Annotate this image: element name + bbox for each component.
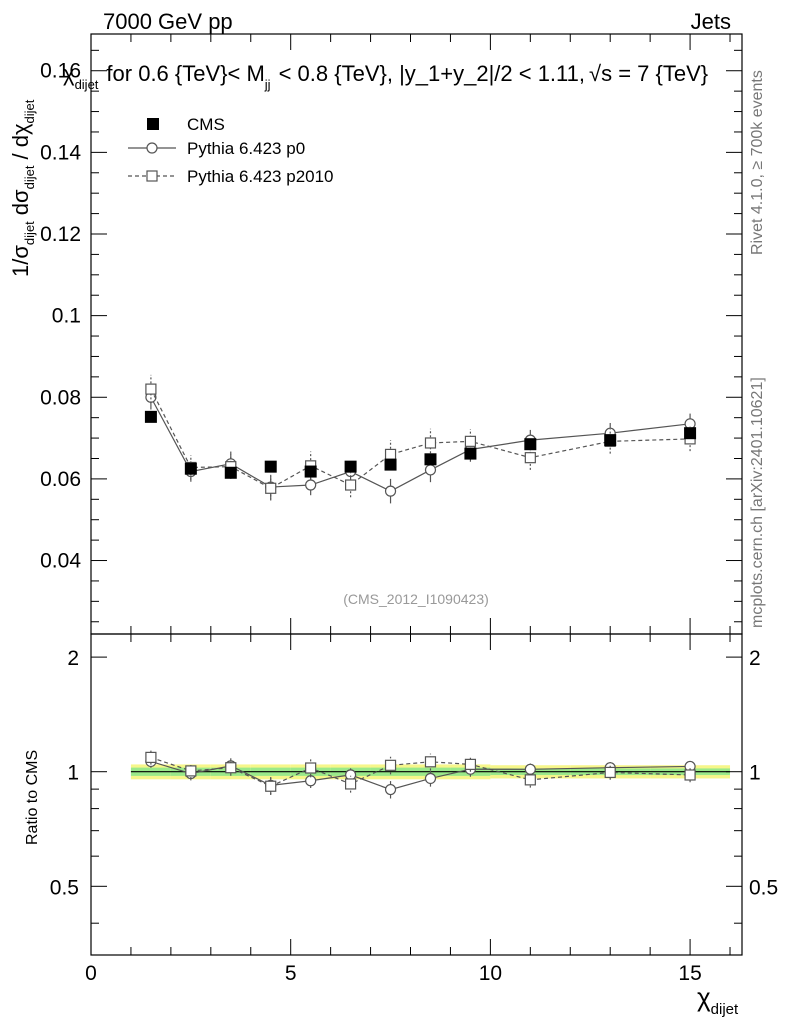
data-point-p2010	[384, 448, 397, 461]
y-tick-label: 0.16	[40, 60, 81, 83]
y-tick-label: 0.1	[52, 305, 81, 328]
data-point-cms	[604, 434, 617, 447]
data-point-p2010	[145, 383, 157, 395]
ratio-y-tick-label-right: 0.5	[749, 876, 778, 899]
ratio-point-p2010	[305, 762, 317, 774]
x-tick-label: 15	[678, 962, 701, 985]
data-point-cms	[684, 427, 697, 440]
legend-cms-label: CMS	[187, 115, 225, 134]
data-point-p0	[424, 464, 437, 476]
legend-p2010-label: Pythia 6.423 p2010	[187, 167, 334, 186]
ratio-point-p2010	[424, 756, 437, 768]
y-axis-label: 1/σdijetdσdijet/ dχdijet	[8, 99, 37, 277]
legend-p2010-marker	[146, 170, 158, 182]
series-line-p0	[150, 396, 691, 492]
ratio-point-p0	[384, 783, 397, 796]
ratio-point-p2010	[225, 762, 237, 774]
chart-marks: 0 5 10 15 0.04 0.06 0.08 0.1 0.12 0.14 0.16 0.5 0.5 1…	[40, 33, 778, 985]
data-point-cms	[384, 458, 397, 471]
ratio-y-tick-label: 2	[67, 647, 79, 670]
x-axis-label: χdijet	[697, 982, 739, 1018]
ratio-point-p2010	[145, 751, 157, 763]
y-tick-label: 0.14	[40, 141, 81, 164]
data-point-p2010	[424, 437, 437, 449]
svg-text:1/σdijetdσdijet/ dχdijet: 1/σdijetdσdijet/ dχdijet	[8, 99, 37, 277]
data-point-cms	[524, 438, 537, 451]
data-point-cms	[144, 410, 157, 423]
y-tick-label: 0.04	[40, 550, 81, 573]
data-point-p0	[384, 485, 397, 497]
ratio-y-tick-label-right: 2	[749, 647, 761, 670]
ratio-point-p2010	[684, 769, 696, 781]
data-point-cms	[464, 447, 477, 460]
ratio-point-p2010	[524, 774, 536, 786]
ratio-point-p0	[424, 772, 437, 785]
ratio-line-p0	[150, 760, 691, 791]
mcplots-label: mcplots.cern.ch [arXiv:2401.10621]	[749, 377, 766, 628]
ratio-point-p2010	[265, 780, 277, 792]
data-point-cms	[184, 462, 197, 475]
data-point-p0	[305, 479, 317, 491]
legend-cms-marker	[147, 118, 159, 130]
data-point-cms	[344, 460, 357, 473]
header-left: 7000 GeV pp	[103, 9, 233, 34]
legend-p0-label: Pythia 6.423 p0	[187, 139, 305, 158]
analysis-watermark: (CMS_2012_I1090423)	[343, 591, 489, 607]
ratio-y-tick-label: 1	[67, 762, 79, 785]
ratio-point-p0	[524, 763, 536, 775]
ratio-y-tick-label-right: 1	[749, 762, 761, 785]
ratio-y-tick-label: 0.5	[50, 876, 79, 899]
data-point-p2010	[524, 452, 536, 464]
header-right: Jets	[691, 9, 731, 34]
rivet-label: Rivet 4.1.0, ≥ 700k events	[749, 70, 766, 255]
ratio-panel-frame	[90, 633, 743, 956]
ratio-point-p2010	[464, 758, 477, 770]
data-point-p2010	[345, 479, 357, 491]
ratio-point-p2010	[604, 766, 616, 779]
y-tick-label: 0.06	[40, 468, 81, 491]
series-line-p2010	[150, 388, 691, 489]
x-tick-label: 10	[479, 962, 502, 985]
x-tick-label: 5	[285, 962, 297, 985]
ratio-point-p2010	[384, 759, 397, 771]
y-tick-label: 0.08	[40, 386, 81, 409]
data-point-p2010	[265, 482, 277, 494]
ratio-point-p2010	[345, 778, 357, 790]
data-point-cms	[224, 466, 237, 479]
ratio-point-p2010	[185, 765, 197, 777]
data-point-cms	[304, 465, 317, 478]
data-point-p2010	[464, 435, 477, 447]
ratio-y-label: Ratio to CMS	[24, 750, 41, 845]
data-point-cms	[424, 453, 437, 466]
y-tick-label: 0.12	[40, 223, 81, 246]
legend: CMS Pythia 6.423 p0 Pythia 6.423 p2010	[128, 115, 334, 186]
x-tick-label: 0	[85, 962, 97, 985]
legend-p0-marker	[146, 142, 158, 154]
data-point-cms	[264, 460, 277, 473]
chart-title: χdijet for 0.6 {TeV}< Mjj < 0.8 {TeV}, |y_…	[63, 61, 708, 92]
